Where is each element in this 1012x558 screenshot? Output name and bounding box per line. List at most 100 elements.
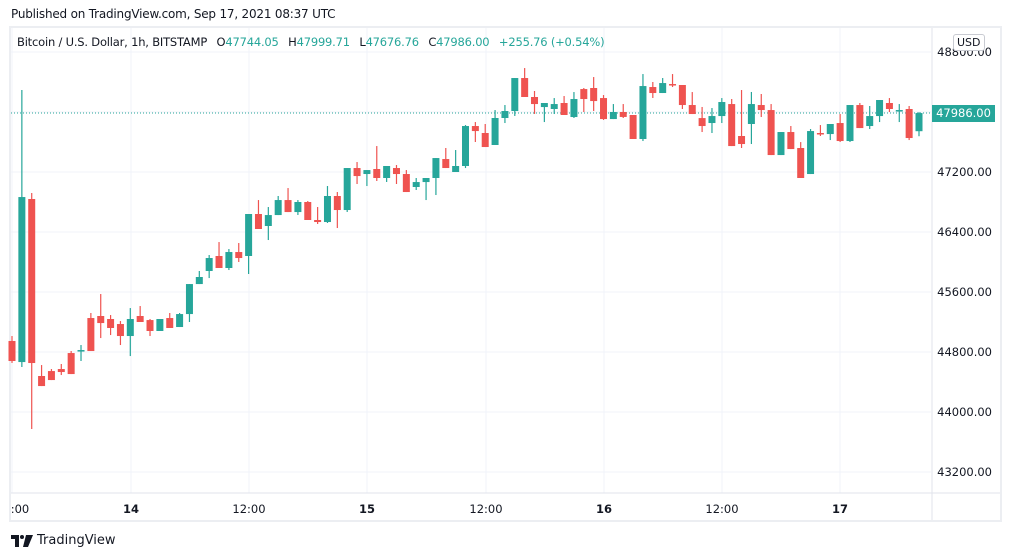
candle-body: [363, 170, 371, 175]
y-axis-tick-label: 45600.00: [937, 285, 992, 299]
candle-body: [885, 102, 893, 109]
close-label: C: [428, 35, 437, 49]
y-axis-tick-label: 44000.00: [937, 405, 992, 419]
candle-body: [264, 215, 272, 227]
candle-body: [215, 256, 223, 269]
candle-body: [47, 371, 55, 381]
candle-body: [600, 98, 608, 120]
candle-body: [816, 133, 824, 135]
candle-body: [767, 110, 775, 156]
candle-body: [481, 133, 489, 148]
candle-body: [915, 113, 923, 132]
candle-body: [757, 105, 765, 111]
candle-body: [284, 200, 292, 213]
candle-body: [491, 118, 499, 146]
candle-body: [669, 84, 677, 86]
candle-body: [521, 78, 529, 97]
low-value: 47676.76: [365, 35, 419, 49]
symbol-description: Bitcoin / U.S. Dollar, 1h, BITSTAMP: [17, 35, 208, 49]
candle-body: [560, 102, 568, 116]
candle-body: [905, 108, 913, 139]
candle-body: [274, 200, 282, 216]
x-axis-tick-label: 12:00: [232, 502, 265, 516]
candle-body: [294, 202, 302, 213]
candle-body: [442, 159, 450, 169]
candle-body: [797, 148, 805, 179]
candle-body: [432, 158, 440, 179]
candle-body: [550, 104, 558, 109]
open-label: O: [216, 35, 226, 49]
candle-body: [876, 99, 884, 117]
x-axis-tick-label: 17: [832, 502, 848, 516]
candle-body: [38, 376, 46, 387]
candle-body: [235, 252, 243, 259]
candle-body: [540, 102, 548, 108]
change-value: +255.76 (+0.54%): [498, 35, 605, 49]
candle-body: [383, 166, 391, 179]
candle-body: [245, 214, 253, 257]
candle-body: [402, 174, 410, 193]
candle-body: [580, 89, 588, 100]
candle-body: [146, 320, 154, 332]
high-label: H: [288, 35, 297, 49]
candle-body: [895, 110, 903, 112]
candle-body: [678, 84, 686, 106]
brand-name: TradingView: [37, 533, 116, 548]
y-axis-tick-label: 47200.00: [937, 165, 992, 179]
x-axis-tick-label: :00: [11, 502, 30, 516]
candle-body: [422, 178, 430, 183]
candle-body: [185, 284, 193, 315]
candle-body: [728, 104, 736, 147]
candle-body: [126, 319, 134, 337]
tradingview-logo-icon: [11, 534, 33, 547]
candle-body: [609, 112, 617, 120]
candle-body: [787, 132, 795, 150]
candle-body: [649, 87, 657, 94]
candle-body: [28, 199, 36, 364]
candle-body: [738, 136, 746, 145]
candle-body: [718, 102, 726, 117]
candle-body: [866, 116, 874, 127]
candle-body: [314, 220, 322, 223]
current-price-tag: 47986.00: [932, 105, 995, 122]
candle-body: [807, 131, 815, 175]
candle-body: [225, 252, 233, 269]
x-axis-tick-label: 15: [359, 502, 375, 516]
candle-body: [67, 353, 75, 375]
candle-body: [107, 319, 115, 329]
candle-body: [708, 116, 716, 124]
candle-body: [333, 196, 341, 211]
y-axis-tick-label: 46400.00: [937, 225, 992, 239]
candle-body: [136, 316, 144, 323]
currency-badge[interactable]: USD: [953, 34, 985, 51]
candle-body: [304, 202, 312, 221]
candle-body: [619, 112, 627, 117]
candle-body: [323, 196, 331, 223]
candle-body: [856, 105, 864, 129]
candle-body: [97, 316, 105, 324]
candle-body: [462, 126, 469, 167]
x-axis-tick-label: 14: [123, 502, 139, 516]
candle-body: [836, 123, 844, 142]
candle-body: [777, 132, 785, 156]
candle-body: [511, 78, 519, 112]
candle-body: [195, 277, 203, 285]
candle-body: [590, 87, 598, 102]
candle-body: [176, 314, 184, 328]
candle-body: [18, 197, 26, 363]
high-value: 47999.71: [296, 35, 350, 49]
candle-body: [392, 168, 400, 175]
candle-body: [166, 318, 174, 329]
candle-body: [205, 258, 213, 272]
candle-body: [747, 104, 755, 125]
x-axis-tick-label: 12:00: [469, 502, 502, 516]
tradingview-brand[interactable]: TradingView: [11, 533, 116, 548]
symbol-legend: Bitcoin / U.S. Dollar, 1h, BITSTAMP O477…: [17, 35, 605, 49]
candle-body: [254, 214, 262, 230]
x-axis-tick-label: 16: [596, 502, 612, 516]
chart-frame[interactable]: [9, 26, 1002, 522]
candle-body: [116, 324, 124, 337]
candle-body: [639, 86, 647, 140]
y-axis-tick-label: 44800.00: [937, 345, 992, 359]
